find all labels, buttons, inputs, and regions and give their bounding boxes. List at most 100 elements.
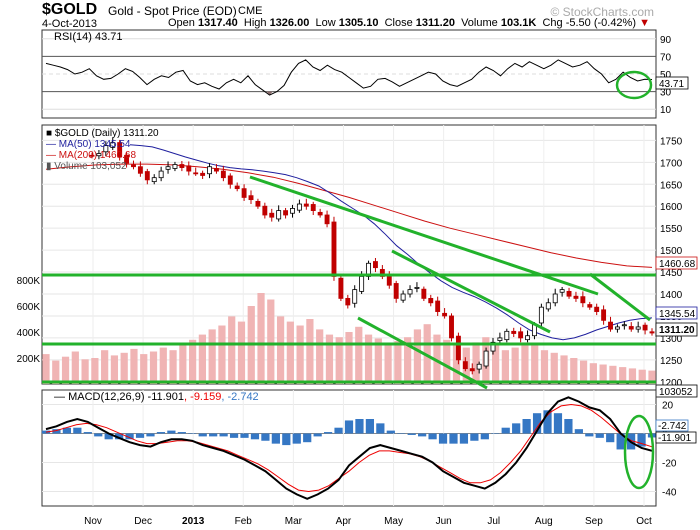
macd-histogram-bar bbox=[522, 419, 531, 434]
legend-ma50-text: MA(50) 1345.54 bbox=[58, 139, 131, 150]
macd-histogram-bar bbox=[323, 432, 333, 434]
macd-x-label: Dec bbox=[134, 516, 152, 527]
macd-histogram-bar bbox=[606, 433, 615, 443]
legend-volume-text: Volume 103,052 bbox=[54, 161, 127, 172]
candle-body bbox=[276, 210, 282, 220]
instrument-name: Gold - Spot Price (EOD) bbox=[108, 4, 237, 18]
volume-bar bbox=[472, 342, 480, 384]
macd-histogram-bar bbox=[209, 433, 218, 437]
volume-bar bbox=[198, 334, 206, 384]
rsi-oversold-fill bbox=[266, 91, 273, 96]
volume-bar bbox=[579, 360, 588, 384]
candle-body bbox=[621, 324, 627, 327]
candle-body bbox=[573, 295, 579, 299]
candle-body bbox=[151, 177, 157, 183]
price-value-text: 1311.20 bbox=[659, 325, 695, 336]
price-tick-label: 1700 bbox=[660, 158, 683, 169]
volume-value: 103.1K bbox=[500, 17, 537, 29]
candle-body bbox=[172, 164, 178, 169]
volume-bar bbox=[286, 321, 294, 384]
volume-bar bbox=[267, 299, 275, 384]
legend-ma200-text: MA(200) 1460.68 bbox=[58, 150, 137, 161]
volume-bar bbox=[208, 329, 216, 384]
macd-histogram-bar bbox=[198, 433, 207, 437]
candle-body bbox=[117, 142, 123, 158]
candle-body bbox=[352, 289, 358, 304]
macd-histogram-bar bbox=[438, 433, 448, 444]
volume-bar bbox=[130, 348, 138, 384]
rsi-value-box bbox=[655, 76, 689, 90]
ma200-value-box bbox=[655, 256, 698, 270]
price-tick-label: 1200 bbox=[660, 378, 683, 389]
candle-body bbox=[608, 321, 613, 330]
price-tick-label: 1300 bbox=[660, 334, 683, 345]
volume-bar bbox=[452, 345, 461, 384]
volume-bar bbox=[374, 338, 382, 384]
price-tick-label: 1750 bbox=[660, 136, 683, 147]
macd-histogram-bar bbox=[355, 419, 364, 434]
volume-bar bbox=[52, 360, 60, 384]
candle-body bbox=[538, 306, 544, 324]
macd-x-label: 2013 bbox=[182, 516, 205, 527]
volume-bar bbox=[560, 355, 568, 384]
candle-body bbox=[262, 205, 268, 216]
candle-body bbox=[628, 326, 634, 330]
volume-bar bbox=[531, 345, 539, 384]
candle-body bbox=[393, 283, 399, 299]
volume-bar bbox=[42, 354, 50, 384]
candle-body bbox=[303, 203, 309, 207]
candle-body bbox=[601, 309, 607, 321]
candle-body bbox=[642, 324, 648, 331]
macd-x-label: Jul bbox=[487, 516, 500, 527]
macd-histogram-bar bbox=[73, 427, 82, 434]
candle-body bbox=[359, 276, 365, 292]
volume-bar bbox=[550, 352, 558, 384]
volume-bar bbox=[71, 351, 79, 384]
candle-body bbox=[476, 363, 482, 370]
open-value: 1317.40 bbox=[197, 17, 238, 29]
hist-value-box bbox=[655, 419, 689, 432]
macd-histogram-bar bbox=[449, 433, 458, 444]
macd-histogram-bar bbox=[334, 427, 343, 434]
candle-body bbox=[179, 164, 185, 168]
rsi-tick-label: 70 bbox=[660, 52, 672, 63]
macd-x-label: Jun bbox=[436, 516, 452, 527]
exchange-label: CME bbox=[238, 5, 263, 17]
volume-bar bbox=[394, 341, 402, 384]
candle-body bbox=[186, 165, 192, 172]
volume-value-text: 103052 bbox=[659, 387, 693, 398]
macd-panel: 200-20-40 -2.742 -11.901 NovDec2013FebMa… bbox=[41, 389, 697, 527]
macd-frame bbox=[41, 389, 657, 507]
candle-body bbox=[504, 330, 510, 341]
ma50-line bbox=[129, 144, 653, 341]
candle-body bbox=[227, 175, 233, 185]
price-tick-label: 1400 bbox=[660, 290, 683, 301]
chg-value: -5.50 (-0.42%) bbox=[565, 17, 636, 29]
macd-histogram-bar bbox=[543, 410, 552, 434]
ma50-value-text: 1345.54 bbox=[659, 309, 696, 320]
volume-bar bbox=[521, 342, 529, 384]
macd-histogram-bar bbox=[595, 433, 604, 438]
down-arrow-icon: ▼ bbox=[639, 17, 650, 29]
macd-histogram-bar bbox=[282, 433, 291, 446]
rsi-value-text: 43.71 bbox=[659, 79, 684, 90]
volume-bar bbox=[638, 369, 646, 384]
candle-body bbox=[559, 289, 565, 293]
candle-body bbox=[241, 188, 247, 198]
candle-body bbox=[234, 185, 240, 190]
volume-bar bbox=[335, 337, 343, 384]
macd-histogram-bar bbox=[616, 433, 625, 450]
open-label: Open bbox=[168, 17, 195, 29]
macd-label-hist: -2.742 bbox=[227, 391, 259, 403]
volume-tick-label: 800K bbox=[17, 276, 41, 287]
macd-histogram-bar bbox=[229, 433, 239, 438]
price-legend: ■ $GOLD (Daily) 1311.20 — MA(50) 1345.54… bbox=[46, 128, 159, 172]
candle-body bbox=[442, 312, 448, 317]
macd-x-label: May bbox=[384, 516, 403, 527]
macd-histogram-bar bbox=[167, 430, 176, 434]
rsi-panel: 10 30 50 70 90 43.71 bbox=[41, 29, 689, 119]
candle-body bbox=[462, 361, 468, 370]
macd-histogram-bar bbox=[585, 433, 594, 437]
volume-bar bbox=[237, 321, 246, 384]
volume-bar bbox=[345, 332, 353, 384]
